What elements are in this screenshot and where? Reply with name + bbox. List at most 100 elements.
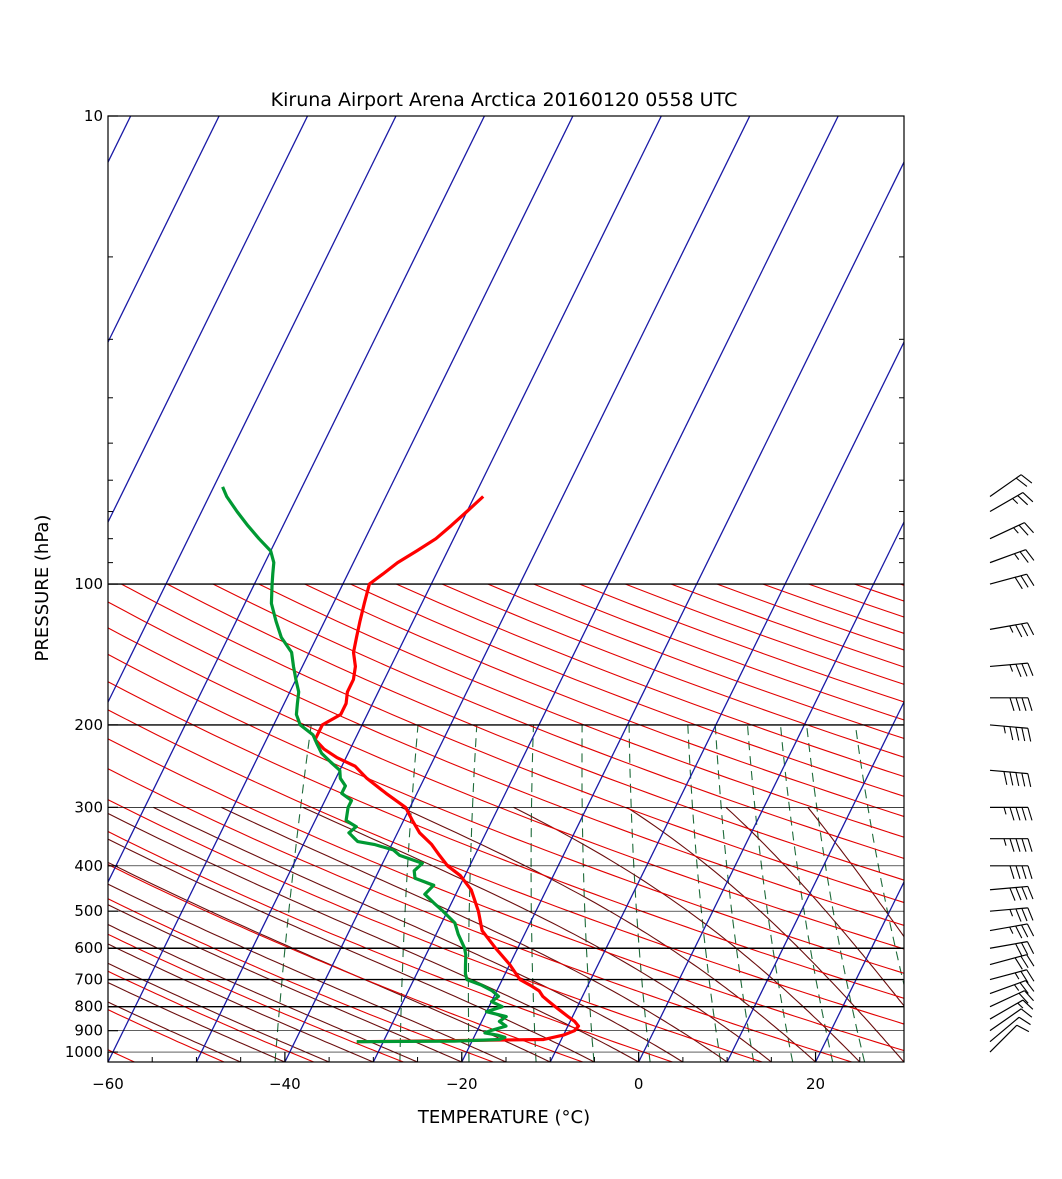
wind-barb-feather — [1021, 772, 1026, 787]
wind-barb-feather — [1015, 624, 1023, 638]
wind-barb-feather — [1020, 575, 1029, 588]
y-tick-label: 700 — [74, 971, 103, 989]
dry-adiabat-line — [899, 583, 904, 586]
wind-barb-feather — [1019, 551, 1029, 563]
wind-barb-half-feather — [1003, 807, 1007, 815]
y-tick-label: 1000 — [65, 1043, 103, 1061]
wind-barb-feather — [1025, 549, 1035, 561]
wind-barb-feather — [1015, 477, 1028, 487]
wind-barb-staff — [989, 923, 1028, 932]
wind-barb-staff — [989, 954, 1027, 966]
wind-barb — [989, 1024, 1030, 1053]
wind-barb-staff — [989, 969, 1027, 981]
mixing-ratio-line — [806, 724, 866, 1062]
wind-barb-feather — [1015, 807, 1021, 821]
wind-barb — [989, 990, 1034, 1008]
y-tick-label: 300 — [74, 798, 103, 816]
wind-barb-feather — [1027, 886, 1034, 900]
wind-barb-staff — [989, 549, 1026, 564]
wind-barb-staff — [989, 885, 1028, 891]
wind-barb — [989, 999, 1034, 1020]
wind-barb-feather — [1018, 992, 1029, 1004]
wind-barb-feather — [1027, 728, 1032, 742]
dry-adiabat-line — [762, 583, 904, 634]
dry-adiabat-line — [212, 583, 904, 859]
wind-barb — [989, 724, 1032, 742]
mixing-ratio-line — [628, 724, 651, 1062]
wind-barb-feather — [1014, 577, 1023, 590]
wind-barb — [989, 549, 1035, 564]
temperature-profile-line — [313, 495, 581, 1044]
isotherm-line — [549, 340, 904, 1062]
mixing-ratio-line — [399, 724, 419, 1062]
isotherm-line — [108, 116, 574, 1062]
y-tick-label: 800 — [74, 998, 103, 1016]
moist-adiabat-line — [108, 883, 507, 1062]
wind-barb-feather — [1026, 923, 1035, 937]
wind-barb-feather — [1015, 925, 1023, 939]
wind-barb — [990, 865, 1033, 879]
sounding-profiles — [221, 486, 581, 1044]
x-tick-label: 20 — [806, 1075, 825, 1093]
moist-adiabat-line — [221, 806, 728, 1062]
wind-barb-feather — [1017, 495, 1029, 506]
isotherm-line — [108, 116, 220, 344]
wind-barb-feather — [1026, 573, 1035, 587]
wind-barb-feather — [1020, 955, 1029, 969]
wind-barb — [989, 885, 1034, 901]
dry-adiabats — [108, 583, 904, 1062]
wind-barb-feather — [1019, 982, 1029, 994]
wind-barb-staff — [989, 941, 1028, 949]
wind-barb-feather — [1027, 662, 1034, 676]
x-tick-label: −60 — [92, 1075, 124, 1093]
wind-barb-half-feather — [1013, 984, 1020, 991]
dry-adiabat-line — [441, 583, 904, 758]
wind-barb-feather — [1025, 980, 1035, 992]
x-tick-label: −20 — [446, 1075, 478, 1093]
dewpoint-profile-line — [221, 486, 508, 1044]
moist-adiabats — [108, 806, 904, 1062]
wind-barb-feather — [1014, 957, 1023, 970]
plot-frame — [107, 115, 905, 1063]
wind-barb — [989, 662, 1034, 678]
mixing-ratio-line — [714, 724, 755, 1062]
wind-barb-feather — [1021, 697, 1027, 711]
wind-barb-staff — [989, 769, 1028, 775]
isotherm-line — [372, 116, 839, 1062]
wind-barb-staff — [989, 980, 1026, 995]
wind-barb-feather — [1009, 697, 1015, 711]
wind-barb-feather — [1021, 727, 1026, 742]
dry-adiabat-line — [108, 653, 904, 974]
wind-barb — [989, 980, 1035, 995]
wind-barb-feather — [1026, 622, 1035, 636]
y-tick-label: 500 — [74, 902, 103, 920]
pressure-lines — [108, 583, 904, 1053]
moist-adiabat-line — [108, 982, 286, 1062]
wind-barb-feather — [1022, 492, 1034, 503]
wind-barb-feather — [1020, 1008, 1033, 1018]
wind-barb-half-feather — [1003, 838, 1007, 846]
y-axis: 10 100 200 300 400 500 600 700 800 900 1000 — [65, 107, 904, 1061]
wind-barb-staff — [989, 999, 1024, 1020]
wind-barb — [989, 622, 1035, 638]
wind-barb — [989, 941, 1035, 957]
mixing-ratio-line — [274, 724, 312, 1062]
mixing-ratio-line — [854, 724, 904, 987]
dry-adiabat-line — [854, 583, 904, 602]
wind-barb-feather — [1015, 772, 1020, 786]
dry-adiabat-line — [108, 970, 315, 1062]
wind-barb — [990, 838, 1033, 852]
y-tick-label: 200 — [74, 716, 103, 734]
wind-barb-feather — [1015, 663, 1022, 678]
x-axis: −60 −40 −20 0 20 — [92, 1052, 905, 1093]
wind-barb-staff — [989, 1024, 1018, 1053]
wind-barb-feather — [1027, 907, 1034, 921]
wind-barb-feather — [1003, 771, 1008, 785]
wind-barb-half-feather — [1013, 553, 1020, 560]
mixing-ratio-line — [467, 724, 478, 1062]
mixing-ratio-line — [779, 724, 834, 1062]
dry-adiabat-line — [258, 583, 904, 838]
wind-barb-staff — [989, 907, 1028, 912]
wind-barb-feather — [1021, 886, 1028, 900]
isotherm-line — [726, 700, 904, 1062]
